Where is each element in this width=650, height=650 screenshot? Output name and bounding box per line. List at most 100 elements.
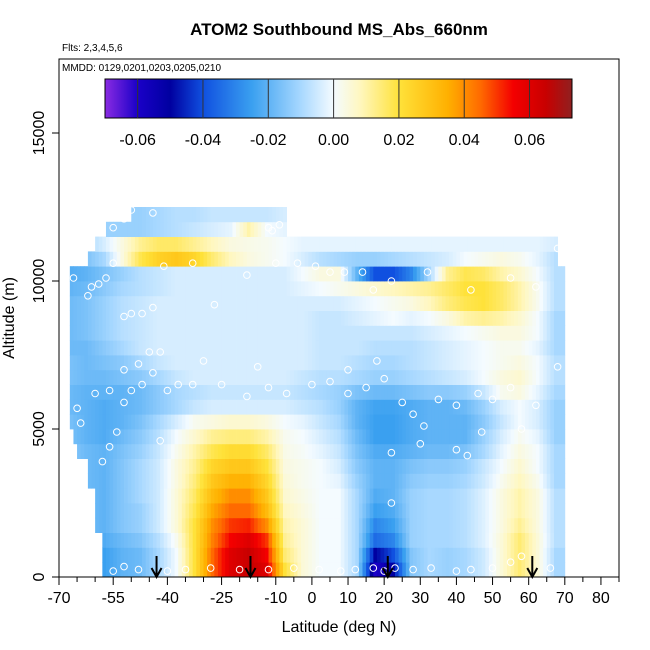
heatmap-cell bbox=[362, 384, 367, 400]
heatmap-cell bbox=[543, 295, 548, 311]
heatmap-cell bbox=[178, 532, 183, 548]
heatmap-cell bbox=[478, 310, 483, 326]
heatmap-cell bbox=[543, 429, 548, 445]
heatmap-cell bbox=[362, 325, 367, 341]
heatmap-cell bbox=[232, 414, 237, 430]
heatmap-cell bbox=[355, 325, 360, 341]
heatmap-cell bbox=[228, 236, 233, 252]
heatmap-cell bbox=[528, 547, 533, 563]
heatmap-cell bbox=[145, 355, 150, 371]
heatmap-cell bbox=[514, 547, 519, 563]
heatmap-cell bbox=[210, 547, 215, 563]
heatmap-cell bbox=[532, 443, 537, 459]
heatmap-cell bbox=[185, 399, 190, 415]
heatmap-cell bbox=[145, 281, 150, 297]
heatmap-cell bbox=[510, 473, 515, 489]
heatmap-cell bbox=[239, 207, 244, 223]
heatmap-cell bbox=[124, 281, 129, 297]
heatmap-cell bbox=[340, 384, 345, 400]
heatmap-cell bbox=[456, 295, 461, 311]
heatmap-cell bbox=[87, 355, 92, 371]
heatmap-cell bbox=[167, 503, 172, 519]
heatmap-cell bbox=[416, 251, 421, 267]
heatmap-cell bbox=[73, 310, 78, 326]
heatmap-cell bbox=[257, 325, 262, 341]
heatmap-cell bbox=[528, 562, 533, 577]
heatmap-cell bbox=[246, 221, 251, 237]
heatmap-cell bbox=[521, 236, 526, 252]
heatmap-cell bbox=[395, 281, 400, 297]
heatmap-cell bbox=[532, 384, 537, 400]
heatmap-cell bbox=[109, 399, 114, 415]
sample-point bbox=[188, 259, 197, 268]
heatmap-cell bbox=[124, 429, 129, 445]
heatmap-cell bbox=[405, 236, 410, 252]
heatmap-cell bbox=[163, 473, 168, 489]
heatmap-cell bbox=[416, 310, 421, 326]
heatmap-cell bbox=[553, 547, 558, 563]
heatmap-cell bbox=[221, 266, 226, 282]
heatmap-cell bbox=[387, 251, 392, 267]
heatmap-cell bbox=[434, 355, 439, 371]
heatmap-cell bbox=[463, 429, 468, 445]
heatmap-cell bbox=[395, 266, 400, 282]
heatmap-cell bbox=[409, 429, 414, 445]
heatmap-cell bbox=[221, 503, 226, 519]
heatmap-cell bbox=[478, 532, 483, 548]
heatmap-cell bbox=[268, 325, 273, 341]
heatmap-cell bbox=[546, 532, 551, 548]
heatmap-cell bbox=[185, 207, 190, 223]
heatmap-cell bbox=[481, 325, 486, 341]
heatmap-cell bbox=[391, 399, 396, 415]
heatmap-cell bbox=[228, 547, 233, 563]
heatmap-cell bbox=[514, 236, 519, 252]
heatmap-cell bbox=[301, 503, 306, 519]
heatmap-cell bbox=[167, 355, 172, 371]
heatmap-cell bbox=[142, 458, 147, 474]
heatmap-cell bbox=[221, 517, 226, 533]
heatmap-cell bbox=[420, 310, 425, 326]
heatmap-cell bbox=[264, 547, 269, 563]
heatmap-cell bbox=[355, 503, 360, 519]
heatmap-cell bbox=[492, 340, 497, 356]
heatmap-cell bbox=[445, 266, 450, 282]
heatmap-cell bbox=[452, 310, 457, 326]
heatmap-cell bbox=[376, 488, 381, 504]
heatmap-cell bbox=[326, 340, 331, 356]
heatmap-cell bbox=[398, 281, 403, 297]
heatmap-cell bbox=[405, 503, 410, 519]
heatmap-cell bbox=[550, 325, 555, 341]
heatmap-cell bbox=[369, 355, 374, 371]
heatmap-cell bbox=[127, 221, 132, 237]
heatmap-cell bbox=[304, 340, 309, 356]
sample-point bbox=[373, 357, 381, 365]
heatmap-cell bbox=[254, 355, 259, 371]
heatmap-cell bbox=[268, 414, 273, 430]
heatmap-cell bbox=[550, 532, 555, 548]
heatmap-cell bbox=[319, 340, 324, 356]
heatmap-cell bbox=[355, 517, 360, 533]
heatmap-cell bbox=[344, 458, 349, 474]
heatmap-cell bbox=[456, 355, 461, 371]
heatmap-cell bbox=[286, 473, 291, 489]
heatmap-cell bbox=[275, 547, 280, 563]
heatmap-cell bbox=[337, 547, 342, 563]
heatmap-cell bbox=[333, 473, 338, 489]
heatmap-cell bbox=[460, 547, 465, 563]
heatmap-cell bbox=[376, 547, 381, 563]
heatmap-cell bbox=[142, 384, 147, 400]
sample-point bbox=[109, 567, 117, 575]
heatmap-cell bbox=[171, 503, 176, 519]
heatmap-cell bbox=[405, 266, 410, 282]
heatmap-cell bbox=[366, 488, 371, 504]
heatmap-cell bbox=[423, 503, 428, 519]
heatmap-cell bbox=[366, 310, 371, 326]
heatmap-cell bbox=[304, 266, 309, 282]
heatmap-cell bbox=[304, 295, 309, 311]
heatmap-cell bbox=[80, 399, 85, 415]
heatmap-cell bbox=[87, 384, 92, 400]
heatmap-cell bbox=[351, 325, 356, 341]
heatmap-cell bbox=[203, 310, 208, 326]
heatmap-cell bbox=[163, 281, 168, 297]
heatmap-cell bbox=[77, 443, 82, 459]
